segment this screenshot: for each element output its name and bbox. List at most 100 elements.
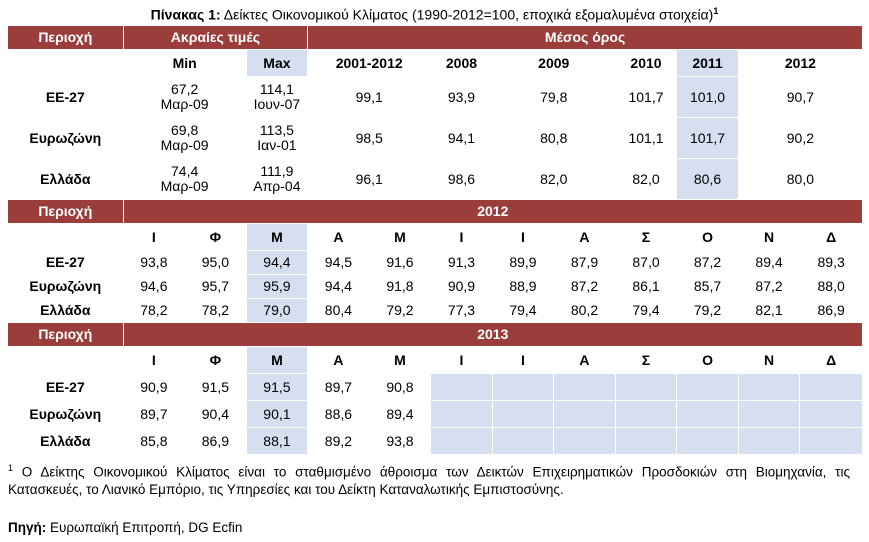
min-value: 74,4 [171, 163, 199, 179]
month-value: 88,6 [307, 400, 370, 428]
max-value: 111,9 [260, 163, 294, 179]
min-date: Μαρ-09 [160, 96, 209, 112]
empty-cell [7, 49, 124, 77]
month-value [614, 373, 678, 401]
month-value [430, 427, 493, 455]
month-value: 79,4 [491, 298, 555, 323]
min-cell: 74,4 Μαρ-09 [122, 158, 247, 200]
month-value [553, 400, 616, 428]
max-date: Απρ-04 [253, 178, 301, 194]
month-header: Α [307, 223, 370, 251]
mean-value: 101,0 [676, 76, 739, 118]
month-value: 77,3 [430, 298, 493, 323]
month-value: 85,7 [676, 274, 739, 299]
month-value: 91,6 [368, 250, 432, 275]
max-cell: 111,9 Απρ-04 [245, 158, 309, 200]
month-header: Φ [184, 223, 247, 251]
mean-value: 82,0 [614, 158, 678, 200]
month-value: 89,4 [737, 250, 801, 275]
max-date: Ιαν-01 [257, 137, 297, 153]
month-header: Φ [184, 346, 247, 374]
empty-cell [7, 223, 124, 251]
region-label: ΕΕ-27 [7, 76, 124, 118]
month-value: 87,0 [614, 250, 678, 275]
month-value: 93,8 [368, 427, 432, 455]
month-value [799, 427, 863, 455]
min-cell: 69,8 Μαρ-09 [122, 117, 247, 159]
month-value: 88,1 [245, 427, 309, 455]
month-value: 86,9 [799, 298, 863, 323]
month-value: 90,8 [368, 373, 432, 401]
month-header: Σ [614, 223, 678, 251]
month-value [553, 427, 616, 455]
month-value: 89,3 [799, 250, 863, 275]
max-date: Ιουν-07 [253, 96, 301, 112]
footnote-mark: 1 [8, 463, 14, 473]
region-label: ΕΕ-27 [7, 250, 124, 275]
mean-value: 101,7 [614, 76, 678, 118]
month-value: 87,2 [676, 250, 739, 275]
month-value [614, 427, 678, 455]
month-value [491, 373, 555, 401]
month-value: 79,4 [614, 298, 678, 323]
month-value: 94,5 [307, 250, 370, 275]
month-value [430, 373, 493, 401]
mean-value: 96,1 [307, 158, 432, 200]
month-value: 93,8 [122, 250, 186, 275]
month-value: 87,2 [553, 274, 616, 299]
period-header: 2001-2012 [307, 49, 432, 77]
month-value: 87,9 [553, 250, 616, 275]
extremes-header: Ακραίες τιμές [122, 25, 309, 50]
mean-value: 80,0 [737, 158, 864, 200]
month-header: Α [553, 346, 616, 374]
min-header: Min [122, 49, 247, 77]
month-value: 95,7 [184, 274, 247, 299]
month-value: 91,5 [184, 373, 247, 401]
month-value: 86,1 [614, 274, 678, 299]
month-value [676, 427, 739, 455]
mean-value: 90,7 [737, 76, 864, 118]
month-header: Ι [122, 346, 186, 374]
month-value: 90,9 [122, 373, 186, 401]
month-value: 90,1 [245, 400, 309, 428]
month-header: Ι [491, 346, 555, 374]
region-header: Περιοχή [7, 322, 124, 347]
month-value: 88,9 [491, 274, 555, 299]
max-header: Max [245, 49, 309, 77]
month-value: 89,4 [368, 400, 432, 428]
month-value [799, 373, 863, 401]
month-value [491, 427, 555, 455]
month-value: 78,2 [184, 298, 247, 323]
mean-value: 80,8 [491, 117, 616, 159]
mean-value: 93,9 [430, 76, 493, 118]
month-header: Μ [368, 346, 432, 374]
month-value: 89,7 [122, 400, 186, 428]
month-value: 95,0 [184, 250, 247, 275]
year-header: 2012 [122, 199, 864, 224]
max-value: 114,1 [259, 81, 294, 97]
source-line: Πηγή: Ευρωπαϊκή Επιτροπή, DG Ecfin [8, 520, 242, 535]
mean-value: 94,1 [430, 117, 493, 159]
month-value: 79,2 [676, 298, 739, 323]
max-cell: 114,1 Ιουν-07 [245, 76, 309, 118]
max-cell: 113,5 Ιαν-01 [245, 117, 309, 159]
empty-cell [7, 346, 124, 374]
month-value: 91,3 [430, 250, 493, 275]
month-value [614, 400, 678, 428]
month-value [553, 373, 616, 401]
mean-value: 101,1 [614, 117, 678, 159]
month-header: Α [553, 223, 616, 251]
month-value [676, 400, 739, 428]
month-header: Ο [676, 346, 739, 374]
month-value: 89,9 [491, 250, 555, 275]
period-header: 2009 [491, 49, 616, 77]
mean-value: 98,6 [430, 158, 493, 200]
month-header: Μ [245, 223, 309, 251]
min-value: 67,2 [171, 81, 199, 97]
region-label: ΕΕ-27 [7, 373, 124, 401]
month-header: Σ [614, 346, 678, 374]
month-value: 89,7 [307, 373, 370, 401]
month-header: Δ [799, 223, 863, 251]
mean-value: 90,2 [737, 117, 864, 159]
month-value: 82,1 [737, 298, 801, 323]
